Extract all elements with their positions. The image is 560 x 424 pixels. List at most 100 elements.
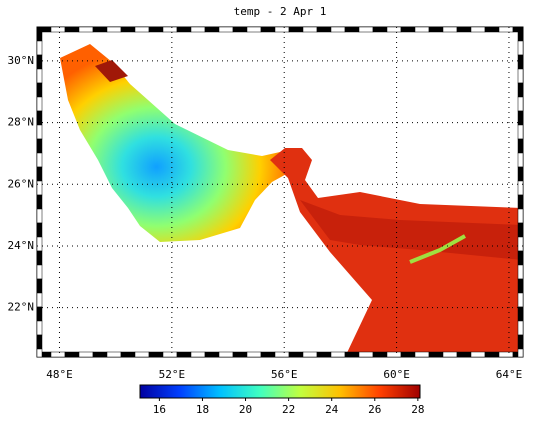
frame-border [162,351,178,358]
frame-border [330,351,346,358]
frame-border [36,152,43,168]
frame-border [120,351,136,358]
frame-border [232,351,248,358]
frame-border [517,166,524,182]
frame-border [517,152,524,168]
x-tick-label: 48°E [46,368,73,381]
frame-border [92,351,108,358]
colorbar-tick-label: 26 [368,403,381,416]
frame-border [316,26,332,33]
frame-border [442,26,458,33]
colorbar-tick-label: 24 [325,403,339,416]
x-tick-label: 60°E [383,368,410,381]
frame-border [470,26,486,33]
frame-border [517,222,524,238]
frame-border [204,26,220,33]
frame-border [470,351,486,358]
frame-border [36,348,43,358]
frame-border [428,26,444,33]
frame-border [358,26,374,33]
frame-border [36,82,43,98]
persian-gulf [60,44,290,242]
colorbar-tick-label: 18 [196,403,209,416]
frame-border [414,351,430,358]
frame-border [36,194,43,210]
y-tick-label: 28°N [8,116,35,129]
frame-border [148,26,164,33]
frame-border [484,351,500,358]
frame-border [344,26,360,33]
colorbar-tick-label: 22 [282,403,295,416]
frame-border [456,351,472,358]
frame-border [36,124,43,140]
frame-border [190,351,206,358]
frame-border [274,26,290,33]
cool-streak [409,234,466,264]
frame-border [517,334,524,350]
frame-border [386,351,402,358]
frame-border [50,351,66,358]
x-tick-label: 52°E [159,368,186,381]
frame-border [36,166,43,182]
x-tick-label: 64°E [496,368,523,381]
frame-border [517,40,524,56]
frame-border [36,26,43,42]
frame-border [498,351,514,358]
frame-border [517,138,524,154]
frame-border [517,292,524,308]
frame-border [400,26,416,33]
frame-border [120,26,136,33]
frame-border [386,26,402,33]
frame-border [36,320,43,336]
colorbar-tick-label: 16 [153,403,166,416]
frame-border [517,306,524,322]
frame-border [36,250,43,266]
warm-corner [95,60,128,82]
frame-border [204,351,220,358]
frame-border [36,54,43,70]
frame-border [134,351,150,358]
frame-border [517,250,524,266]
frame-border [246,351,262,358]
frame-border [517,320,524,336]
frame-border [36,264,43,280]
frame-border [176,351,192,358]
y-tick-label: 24°N [8,239,35,252]
frame-border [517,26,524,42]
colorbar-tick-label: 20 [239,403,252,416]
frame-border [36,334,43,350]
frame-border [372,351,388,358]
frame-border [218,26,234,33]
frame-border [442,351,458,358]
frame-border [517,124,524,140]
frame-border [330,26,346,33]
frame-border [344,351,360,358]
frame-border [36,236,43,252]
frame-border [176,26,192,33]
y-tick-label: 22°N [8,301,35,314]
map-title: temp - 2 Apr 1 [234,5,327,18]
colorbar-tick-label: 28 [411,403,424,416]
colorbar [139,384,421,399]
frame-border [517,82,524,98]
frame-border [36,40,43,56]
y-tick-label: 30°N [8,54,35,67]
frame-border [106,351,122,358]
frame-border [316,351,332,358]
frame-border [517,194,524,210]
frame-border [288,351,304,358]
frame-border [414,26,430,33]
frame-border [218,351,234,358]
frame-border [190,26,206,33]
frame-border [36,96,43,112]
frame-border [260,351,276,358]
frame-border [36,278,43,294]
gulf-of-oman-shade [300,200,522,260]
frame-border [517,208,524,224]
frame-border [517,96,524,112]
frame-border [517,264,524,280]
frame-border [517,278,524,294]
frame-border [36,208,43,224]
frame-border [64,351,80,358]
